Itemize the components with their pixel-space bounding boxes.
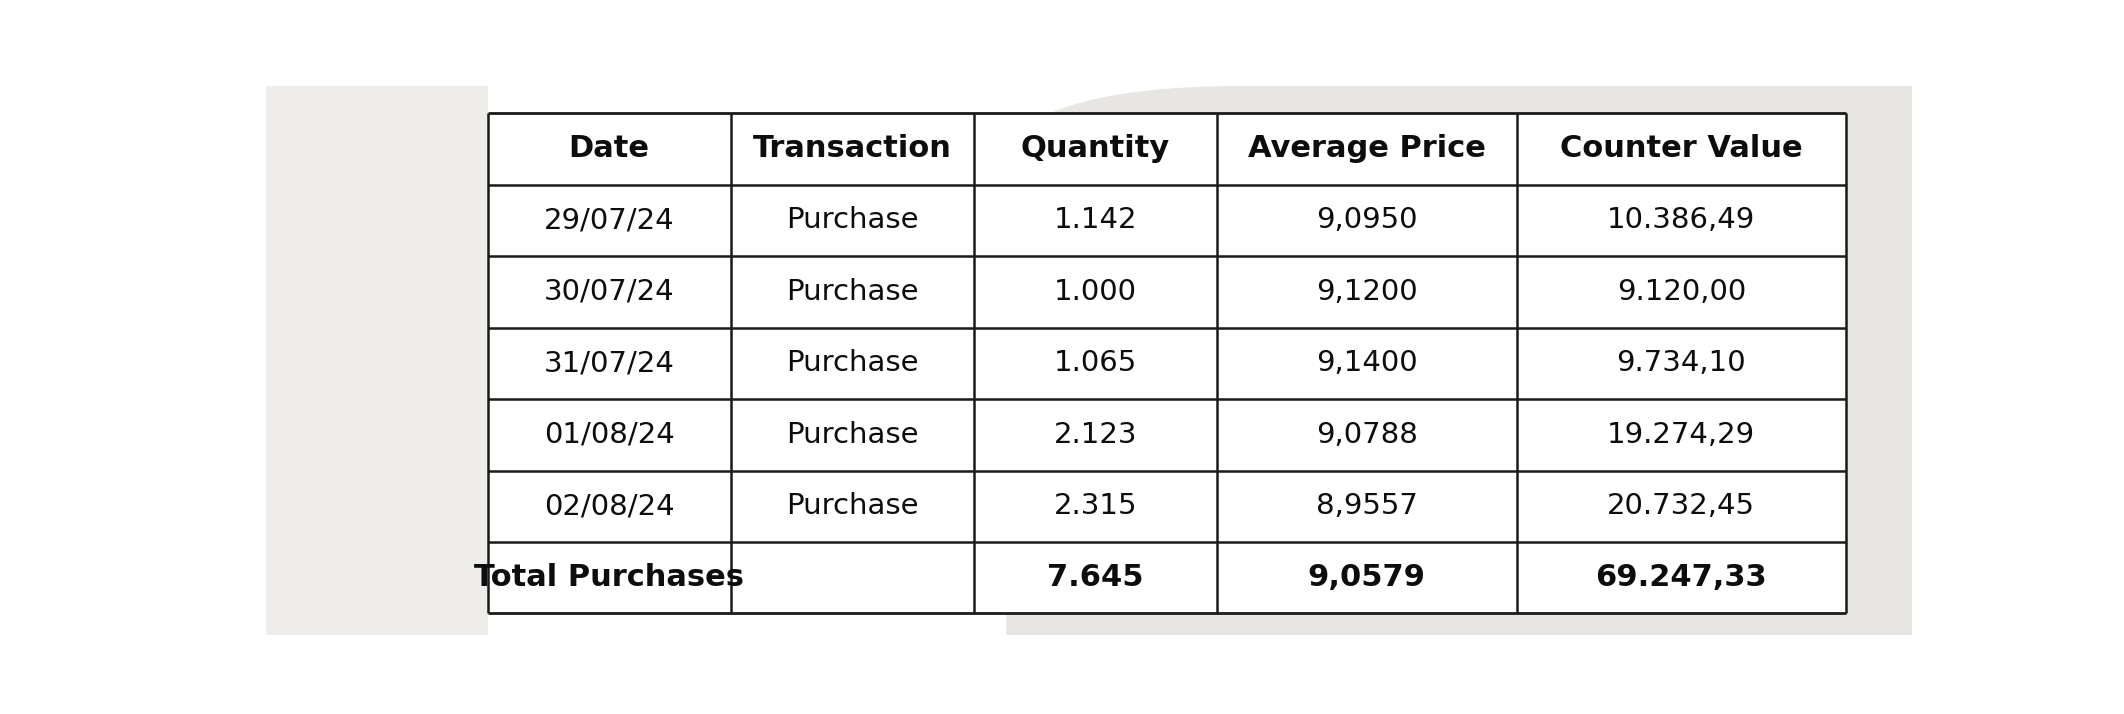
Text: 30/07/24: 30/07/24 [544,278,675,306]
Text: Date: Date [569,134,650,164]
Text: 9.734,10: 9.734,10 [1616,349,1746,377]
Text: 8,9557: 8,9557 [1317,492,1419,521]
FancyBboxPatch shape [266,86,489,635]
Text: 9,0950: 9,0950 [1317,206,1417,234]
Text: 9.120,00: 9.120,00 [1616,278,1746,306]
Text: 19.274,29: 19.274,29 [1608,421,1754,449]
Text: 7.645: 7.645 [1047,563,1143,592]
Text: 69.247,33: 69.247,33 [1595,563,1767,592]
Text: 1.000: 1.000 [1054,278,1136,306]
Text: 2.315: 2.315 [1054,492,1136,521]
Text: Purchase: Purchase [786,492,918,521]
Text: 29/07/24: 29/07/24 [544,206,675,234]
Text: 9,1400: 9,1400 [1317,349,1417,377]
FancyBboxPatch shape [1007,86,2124,714]
Text: 1.065: 1.065 [1054,349,1136,377]
Text: Transaction: Transaction [752,134,952,164]
Text: 2.123: 2.123 [1054,421,1136,449]
FancyBboxPatch shape [489,113,1846,613]
Text: 9,0788: 9,0788 [1317,421,1419,449]
Text: 02/08/24: 02/08/24 [544,492,675,521]
Text: Purchase: Purchase [786,421,918,449]
Text: Quantity: Quantity [1022,134,1170,164]
Text: 20.732,45: 20.732,45 [1608,492,1754,521]
Text: Purchase: Purchase [786,349,918,377]
Text: Average Price: Average Price [1249,134,1487,164]
Text: Purchase: Purchase [786,206,918,234]
Text: 10.386,49: 10.386,49 [1608,206,1757,234]
Text: 31/07/24: 31/07/24 [544,349,675,377]
Text: Purchase: Purchase [786,278,918,306]
Text: 1.142: 1.142 [1054,206,1136,234]
Text: 9,1200: 9,1200 [1317,278,1417,306]
Text: Total Purchases: Total Purchases [474,563,743,592]
Text: 01/08/24: 01/08/24 [544,421,675,449]
Text: Counter Value: Counter Value [1559,134,1803,164]
Text: 9,0579: 9,0579 [1308,563,1425,592]
